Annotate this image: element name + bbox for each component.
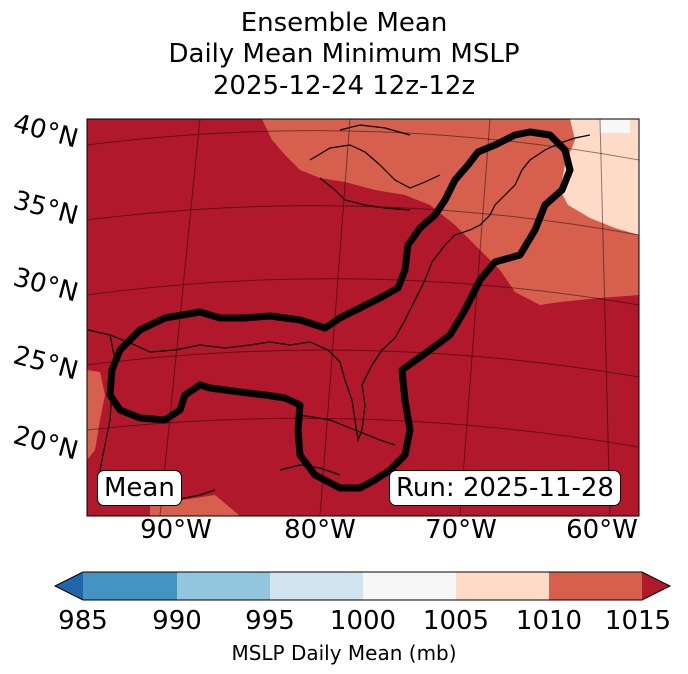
colorbar-tick-1005: 1005 [422,606,490,636]
field-1000 [600,119,630,133]
field-1010-north [262,119,639,305]
colorbar-extend-high [642,572,670,600]
colorbar-segment [363,572,456,600]
colorbar-tick-995: 995 [245,606,295,636]
colorbar-tick-1015: 1015 [604,606,672,636]
mslp-field [87,119,639,516]
lon-label-80: 80°W [284,515,356,545]
lon-label-70: 70°W [425,515,497,545]
field-1010-southwest [87,370,105,460]
field-1010-south [150,495,240,516]
colorbar-segment [177,572,270,600]
colorbar-outline [53,571,672,601]
mslp-contour [106,128,574,492]
field-1005 [560,119,639,235]
colorbar-segment [549,572,642,600]
colorbar-extend-low [55,572,83,600]
lon-label-90: 90°W [140,515,212,545]
map-frame [86,118,640,517]
mean-label-box: Mean [97,470,182,506]
colorbar-segment [83,572,177,600]
colorbar-tick-1000: 1000 [329,606,397,636]
colorbar-segment [270,572,363,600]
colorbar-tick-985: 985 [58,606,108,636]
colorbar-tick-990: 990 [152,606,202,636]
colorbar-segment [456,572,549,600]
lon-label-60: 60°W [566,515,638,545]
colorbar-label: MSLP Daily Mean (mb) [231,641,457,665]
colorbar-tick-1010: 1010 [515,606,583,636]
colorbar [53,571,672,601]
title-line-3: 2025-12-24 12z-12z [212,71,476,101]
title-line-1: Ensemble Mean [240,8,448,38]
title-line-2: Daily Mean Minimum MSLP [168,39,520,69]
run-date-box: Run: 2025-11-28 [389,470,621,506]
